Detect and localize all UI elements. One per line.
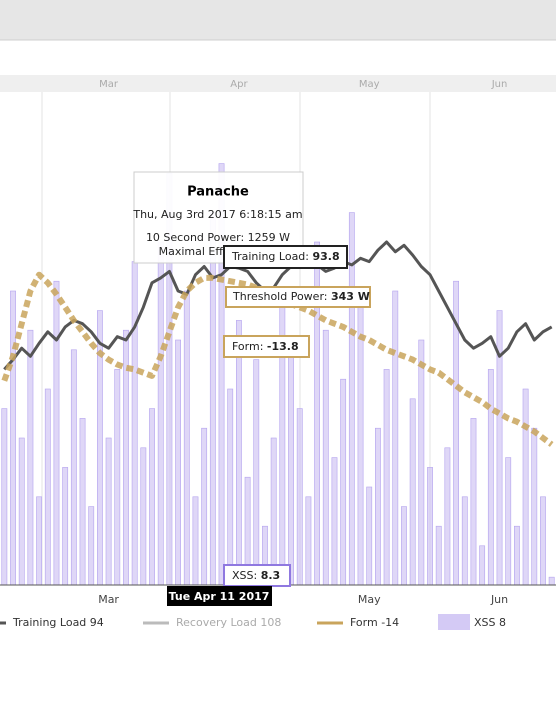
label: Form: — [232, 340, 263, 353]
tooltip-label: Threshold Power: 343 W — [232, 290, 370, 303]
bar — [383, 369, 390, 586]
bar — [175, 339, 182, 586]
training-load-tooltip: Training Load: 93.8 — [223, 245, 348, 269]
bar — [479, 545, 486, 586]
tooltip-date: Tue Apr 11 2017 — [169, 590, 270, 603]
value: 93.8 — [313, 250, 340, 263]
bar — [296, 408, 303, 586]
tooltip-box — [225, 286, 371, 308]
bar — [53, 280, 60, 586]
x-tick-label: Mar — [98, 593, 119, 606]
bar — [149, 408, 155, 586]
line — [1, 271, 554, 447]
bar — [209, 212, 216, 586]
tooltip-box — [223, 245, 348, 269]
bar — [322, 329, 329, 586]
bar — [392, 290, 399, 586]
tooltip-title: Panache — [187, 185, 249, 200]
x-tick-label: Jun — [490, 593, 508, 606]
bar — [88, 506, 95, 586]
form-tooltip: Form: -13.8 — [223, 335, 310, 358]
navigator-label: Jun — [491, 79, 508, 90]
bar — [418, 339, 425, 586]
legend-label: Training Load 94 — [12, 616, 104, 629]
label: Training Load: — [231, 250, 309, 263]
bar — [522, 388, 529, 586]
value: -13.8 — [267, 340, 299, 353]
tooltip-box — [167, 586, 272, 606]
tooltip-label: Form: -13.8 — [232, 340, 299, 353]
navigator — [0, 75, 556, 92]
label: Threshold Power: — [232, 290, 327, 303]
bar — [288, 349, 294, 586]
bar — [435, 525, 442, 586]
bar — [114, 369, 121, 586]
navigator-label: Apr — [230, 79, 248, 90]
bar — [540, 496, 546, 586]
bar — [201, 427, 208, 586]
line — [3, 240, 553, 371]
tooltip-label: Training Load: 93.8 — [231, 250, 340, 263]
bar — [62, 467, 69, 586]
bar — [253, 359, 260, 586]
navigator-label: May — [359, 79, 380, 90]
bar — [236, 320, 242, 586]
value: 343 W — [331, 290, 370, 303]
bar — [44, 388, 51, 586]
bar — [366, 486, 373, 586]
x-tick-label: May — [358, 593, 381, 606]
bar — [505, 457, 512, 586]
legend-label: Form -14 — [350, 616, 399, 629]
bar — [157, 241, 164, 586]
bar — [340, 378, 347, 586]
bar — [427, 467, 433, 586]
bar — [36, 496, 42, 586]
bar — [270, 437, 277, 586]
bar — [461, 496, 468, 586]
bar — [10, 290, 16, 586]
bar — [105, 437, 112, 586]
bar — [79, 418, 86, 586]
date-tooltip: Tue Apr 11 2017 — [167, 586, 272, 606]
bar — [227, 388, 234, 586]
tooltip-box — [223, 335, 310, 358]
legend-swatch — [438, 614, 470, 630]
bar — [357, 300, 364, 586]
bar — [348, 212, 355, 586]
bar — [27, 329, 34, 586]
bar — [70, 349, 77, 586]
bar — [513, 525, 520, 586]
bar — [487, 369, 494, 586]
tooltip-label: XSS: 8.3 — [232, 569, 280, 582]
bar — [131, 261, 138, 586]
bar — [374, 427, 381, 586]
bar — [183, 290, 190, 586]
bar — [470, 418, 477, 586]
bar — [331, 457, 338, 586]
tooltip-line: 10 Second Power: 1259 W — [146, 231, 290, 244]
header-bar — [0, 0, 556, 40]
bar — [444, 447, 451, 586]
bar — [531, 427, 538, 586]
legend-label: XSS 8 — [474, 616, 506, 629]
bar — [18, 437, 25, 586]
bar — [140, 447, 147, 586]
bar — [401, 506, 407, 586]
xss-tooltip: XSS: 8.3 — [223, 564, 291, 587]
bar — [192, 496, 199, 586]
bar — [409, 398, 416, 586]
bar — [1, 408, 8, 586]
label: XSS: — [232, 569, 257, 582]
legend-label: Recovery Load 108 — [176, 616, 281, 629]
bar — [548, 576, 555, 586]
value: 8.3 — [261, 569, 281, 582]
navigator-label: Mar — [99, 79, 119, 90]
tooltip-date: Thu, Aug 3rd 2017 6:18:15 am — [132, 208, 302, 221]
threshold-tooltip: Threshold Power: 343 W — [225, 286, 371, 308]
bar — [305, 496, 312, 586]
